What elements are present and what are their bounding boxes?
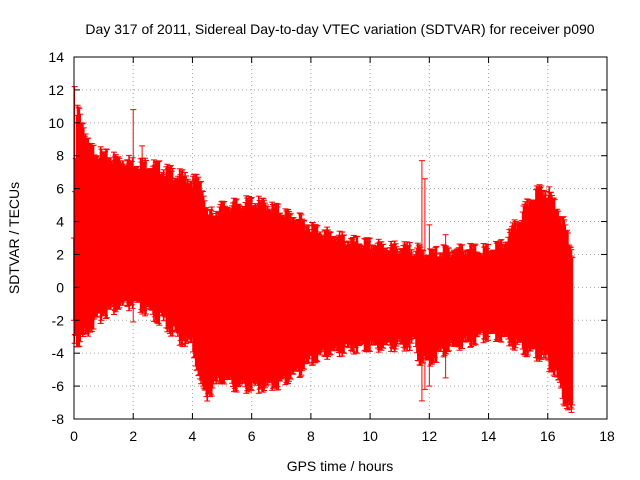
x-tick-label: 16	[540, 428, 556, 444]
x-tick-label: 0	[70, 428, 78, 444]
y-tick-label: 0	[56, 279, 64, 295]
axes: 0 2 4 6 8 10 12 14 16 18 -8 -6 -4 -2 0 2 4 6 8 10 12 14	[48, 49, 615, 444]
y-tick-label: -4	[52, 345, 65, 361]
x-tick-label: 18	[599, 428, 615, 444]
y-tick-label: 2	[56, 246, 64, 262]
y-tick-label: 14	[48, 49, 64, 65]
x-axis-label: GPS time / hours	[287, 458, 394, 474]
x-tick-label: 8	[307, 428, 315, 444]
y-tick-label: -8	[52, 411, 65, 427]
y-tick-label: 10	[48, 115, 64, 131]
y-tick-label: -2	[52, 312, 65, 328]
y-tick-label: 4	[56, 214, 64, 230]
y-tick-label: 8	[56, 148, 64, 164]
y-tick-label: 6	[56, 181, 64, 197]
plot-frame	[73, 56, 608, 420]
x-tick-label: 12	[422, 428, 438, 444]
x-tick-label: 10	[362, 428, 378, 444]
y-tick-label: -6	[52, 378, 65, 394]
x-tick-label: 6	[248, 428, 256, 444]
x-tick-label: 14	[481, 428, 497, 444]
plot-area	[71, 86, 576, 413]
y-tick-label: 12	[48, 82, 64, 98]
x-tick-label: 4	[189, 428, 197, 444]
x-tick-label: 2	[129, 428, 137, 444]
y-axis-label: SDTVAR / TECUs	[6, 182, 22, 294]
chart-title: Day 317 of 2011, Sidereal Day-to-day VTE…	[85, 21, 594, 37]
